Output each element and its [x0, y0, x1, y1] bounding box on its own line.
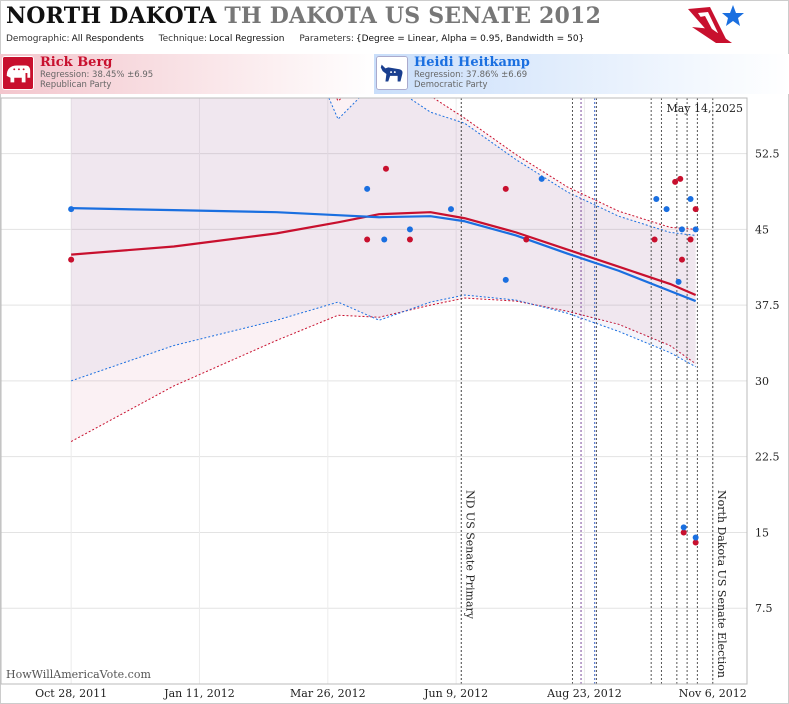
- x-tick-label: Mar 26, 2012: [290, 687, 366, 700]
- candidate-party: Republican Party: [40, 80, 112, 90]
- y-tick-label: 52.5: [755, 148, 780, 161]
- y-tick-label: 22.5: [755, 451, 780, 464]
- confidence-band: [71, 98, 696, 442]
- candidate-name: Heidi Heitkamp: [414, 55, 530, 70]
- param-key-parameters: Parameters:: [299, 34, 354, 44]
- date-label: May 14, 2025: [666, 102, 743, 115]
- x-tick-label: Nov 6, 2012: [679, 687, 747, 700]
- page-title: NORTH DAKOTA TH DAKOTA US SENATE 2012: [6, 3, 601, 29]
- data-point: [651, 236, 658, 243]
- data-point: [663, 206, 670, 213]
- x-tick-label: Aug 23, 2012: [546, 687, 622, 700]
- annotation-label: North Dakota US Senate Election: [715, 490, 728, 678]
- data-point: [523, 236, 530, 243]
- data-point: [675, 278, 682, 285]
- data-point: [687, 196, 694, 203]
- y-tick-label: 45: [755, 223, 769, 236]
- y-tick-label: 30: [755, 375, 769, 388]
- trend-line: [71, 207, 697, 303]
- data-point: [68, 206, 75, 213]
- annotation-label: ND US Senate Primary: [463, 490, 476, 620]
- y-tick-label: 7.5: [755, 602, 773, 615]
- data-point: [502, 276, 509, 283]
- param-key-demographic: Demographic:: [6, 34, 70, 44]
- data-point: [672, 178, 679, 185]
- data-point: [538, 175, 545, 182]
- confidence-band: [71, 98, 696, 381]
- x-tick-label: Jan 11, 2012: [163, 687, 235, 700]
- data-point: [381, 236, 388, 243]
- grid: [1, 98, 747, 684]
- data-point: [692, 534, 699, 541]
- data-point: [678, 226, 685, 233]
- confidence-bound-lower: [70, 294, 696, 382]
- data-point: [364, 185, 371, 192]
- elephant-icon: [2, 56, 34, 90]
- data-point: [406, 236, 413, 243]
- data-point: [68, 256, 75, 263]
- data-point: [406, 226, 413, 233]
- y-tick-label: 37.5: [755, 299, 780, 312]
- data-point: [653, 196, 660, 203]
- candidate-name: Rick Berg: [40, 55, 113, 70]
- title-state: NORTH DAKOTA: [6, 3, 217, 29]
- data-point: [447, 206, 454, 213]
- data-point: [502, 185, 509, 192]
- star-flag-logo-icon[interactable]: [686, 3, 746, 47]
- candidate-panel-rep[interactable]: Rick Berg Regression: 38.45% ±6.95 Repub…: [0, 54, 376, 94]
- candidate-regression: Regression: 38.45% ±6.95: [40, 70, 154, 80]
- data-point: [680, 529, 687, 536]
- confidence-bound-upper: [336, 98, 696, 230]
- site-credit: HowWillAmericaVote.com: [6, 668, 151, 681]
- data-point: [692, 206, 699, 213]
- data-point: [677, 175, 684, 182]
- data-point: [364, 236, 371, 243]
- param-key-technique: Technique:: [158, 34, 208, 44]
- donkey-icon: [376, 56, 408, 90]
- candidate-party: Democratic Party: [414, 80, 488, 90]
- parameters-line: Demographic: All Respondents Technique: Lo…: [6, 34, 596, 44]
- candidate-regression: Regression: 37.86% ±6.69: [414, 70, 528, 80]
- event-lines: ND US Senate Primary North Dakota US Sena…: [460, 98, 728, 684]
- candidate-panel-dem[interactable]: Heidi Heitkamp Regression: 37.86% ±6.69 …: [374, 54, 789, 94]
- y-tick-label: 15: [755, 526, 769, 539]
- x-tick-label: Oct 28, 2011: [35, 687, 107, 700]
- title-race: TH DAKOTA US SENATE 2012: [224, 3, 602, 29]
- confidence-bound-upper: [328, 98, 696, 236]
- param-value-technique: Local Regression: [209, 34, 285, 44]
- data-point: [680, 524, 687, 531]
- param-value-parameters: {Degree = Linear, Alpha = 0.95, Bandwidt…: [355, 34, 585, 44]
- data-point: [692, 226, 699, 233]
- data-point: [687, 236, 694, 243]
- x-tick-label: Jun 9, 2012: [423, 687, 488, 700]
- data-point: [678, 256, 685, 263]
- plot-border: [0, 97, 748, 685]
- data-point: [382, 165, 389, 172]
- param-value-demographic: All Respondents: [71, 34, 144, 44]
- data-point: [692, 539, 699, 546]
- trend-line: [71, 211, 697, 297]
